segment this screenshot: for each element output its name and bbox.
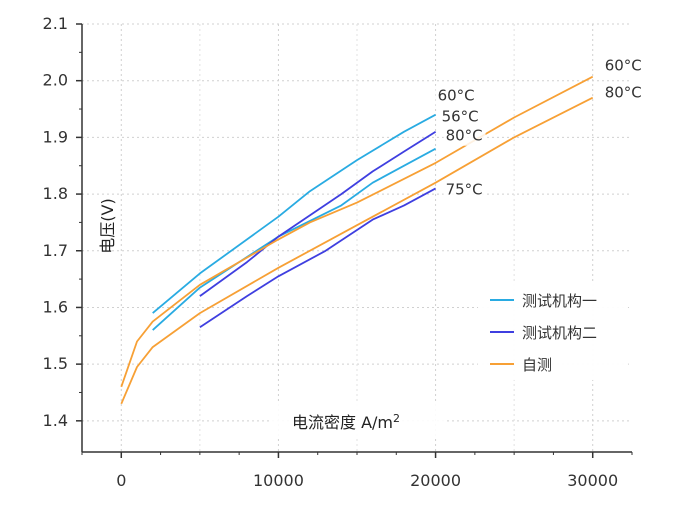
annotation-bg — [602, 82, 645, 103]
series-line-6 — [120, 96, 594, 405]
series-line-3 — [199, 130, 437, 297]
grid-lines — [82, 23, 632, 452]
x-axis-title: 电流密度 A/m2 — [292, 412, 400, 432]
temperature-annotation: 80°C — [605, 84, 642, 102]
series-line-2 — [152, 147, 437, 331]
legend-label: 自测 — [522, 356, 552, 374]
x-tick-label: 20000 — [410, 471, 461, 490]
annotation-bg — [439, 106, 482, 127]
tick-marks — [76, 23, 633, 458]
legend-label: 测试机构二 — [522, 324, 597, 342]
annotation-bg — [443, 125, 486, 146]
temperature-annotation: 56°C — [442, 108, 479, 126]
y-tick-label: 2.1 — [43, 14, 68, 33]
series-line-4 — [199, 187, 437, 329]
y-tick-label: 1.9 — [43, 127, 68, 146]
x-tick-label: 30000 — [567, 471, 618, 490]
annotation-bg — [443, 179, 486, 200]
temperature-annotation: 80°C — [446, 127, 483, 145]
temperature-annotations: 60°C56°C80°C75°C60°C80°C — [435, 55, 645, 200]
annotation-bg — [602, 55, 645, 76]
y-tick-label: 1.6 — [43, 297, 68, 316]
annotation-bg — [435, 85, 478, 106]
legend-label: 测试机构一 — [522, 292, 597, 310]
y-tick-label: 1.7 — [43, 241, 68, 260]
y-axis-title: 电压(V) — [98, 198, 117, 253]
temperature-annotation: 60°C — [438, 87, 475, 105]
x-tick-label: 10000 — [253, 471, 304, 490]
x-axis-title-box: 电流密度 A/m2 — [272, 404, 444, 438]
y-tick-label: 1.4 — [43, 411, 68, 430]
x-tick-label: 0 — [116, 471, 126, 490]
y-tick-label: 1.5 — [43, 354, 68, 373]
series-line-1 — [152, 113, 437, 314]
tick-labels: 1.4 1.5 1.6 1.7 1.8 1.9 2.0 2.1 0 10000 20000 30000 — [43, 14, 619, 490]
axes — [81, 24, 632, 453]
temperature-annotation: 75°C — [446, 180, 483, 198]
x-axis-title-superscript: 2 — [393, 412, 400, 425]
temperature-annotation: 60°C — [605, 57, 642, 75]
y-tick-label: 1.8 — [43, 184, 68, 203]
y-tick-label: 2.0 — [43, 71, 68, 90]
